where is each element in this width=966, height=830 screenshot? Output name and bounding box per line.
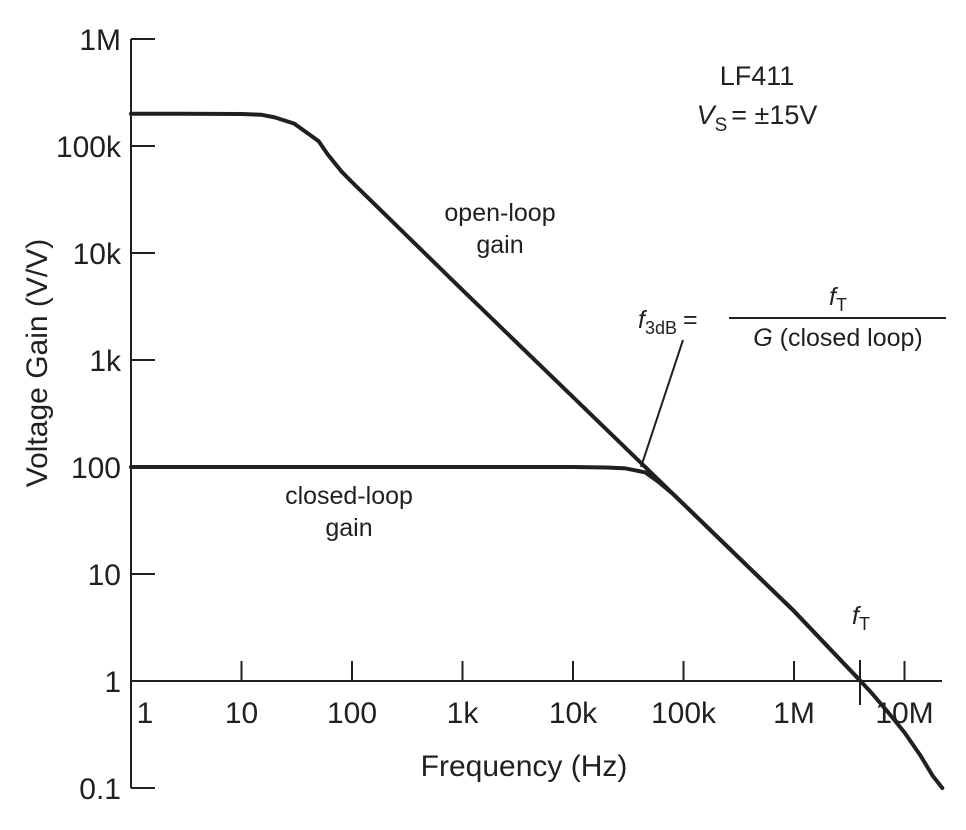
supply-value: = ±15V xyxy=(731,100,817,130)
den-symbol: G xyxy=(753,324,772,352)
y-tick-label: 1M xyxy=(79,24,121,57)
x-tick-label: 10 xyxy=(225,697,258,730)
y-axis-title: Voltage Gain (V/V) xyxy=(21,239,54,487)
fT-num-symbol: f xyxy=(829,283,839,311)
fT-label: fT xyxy=(852,602,870,634)
supply-sub: S xyxy=(715,115,728,136)
fT-num-sub: T xyxy=(836,295,847,315)
y-tick-label: 0.1 xyxy=(79,773,121,806)
open-loop-label-line1: open-loop xyxy=(444,199,555,227)
axes xyxy=(130,39,942,788)
x-tick-label: 10k xyxy=(549,697,598,730)
closed-loop-gain-curve xyxy=(129,465,863,683)
fT-sub: T xyxy=(859,614,870,634)
x-tick-label: 1 xyxy=(137,697,154,730)
closed-loop-label-line1: closed-loop xyxy=(285,482,413,510)
device-name: LF411 xyxy=(720,61,795,91)
x-tick-label: 100k xyxy=(651,697,717,730)
f3db-eq: = xyxy=(683,306,698,334)
closed-loop-label-line2: gain xyxy=(325,514,372,542)
x-tick-label: 10M xyxy=(875,697,933,730)
supply-voltage: VS = ±15V xyxy=(697,100,818,136)
supply-symbol: V xyxy=(697,100,718,130)
y-tick-label: 100k xyxy=(56,131,122,164)
open-loop-label-line2: gain xyxy=(476,231,523,259)
x-tick-label: 1M xyxy=(773,697,815,730)
f3db-symbol: f xyxy=(638,306,648,334)
y-tick-label: 1 xyxy=(104,666,121,699)
x-axis-title: Frequency (Hz) xyxy=(421,750,628,783)
den-rest: (closed loop) xyxy=(773,324,923,352)
f3db-numerator: fT xyxy=(829,283,847,315)
y-tick-label: 1k xyxy=(89,345,122,378)
labels: Frequency (Hz) Voltage Gain (V/V) LF411 … xyxy=(21,61,946,783)
y-tick-label: 10 xyxy=(88,559,121,592)
x-tick-label: 100 xyxy=(327,697,377,730)
ticks: 0.1 1 10 100 1k 10k 100k 1M 1 10 100 1k 10k 100k 1M 10M xyxy=(56,24,934,806)
f3db-denominator: G (closed loop) xyxy=(753,324,923,352)
fT-symbol: f xyxy=(852,602,862,630)
curves xyxy=(129,111,945,790)
x-tick-label: 1k xyxy=(447,697,480,730)
f3db-sub: 3dB xyxy=(645,318,677,338)
y-tick-label: 100 xyxy=(71,452,121,485)
f3db-lhs: f3dB = xyxy=(638,306,698,338)
f3db-leader-line xyxy=(640,339,684,468)
open-loop-gain-curve xyxy=(129,111,945,790)
y-tick-label: 10k xyxy=(73,238,122,271)
